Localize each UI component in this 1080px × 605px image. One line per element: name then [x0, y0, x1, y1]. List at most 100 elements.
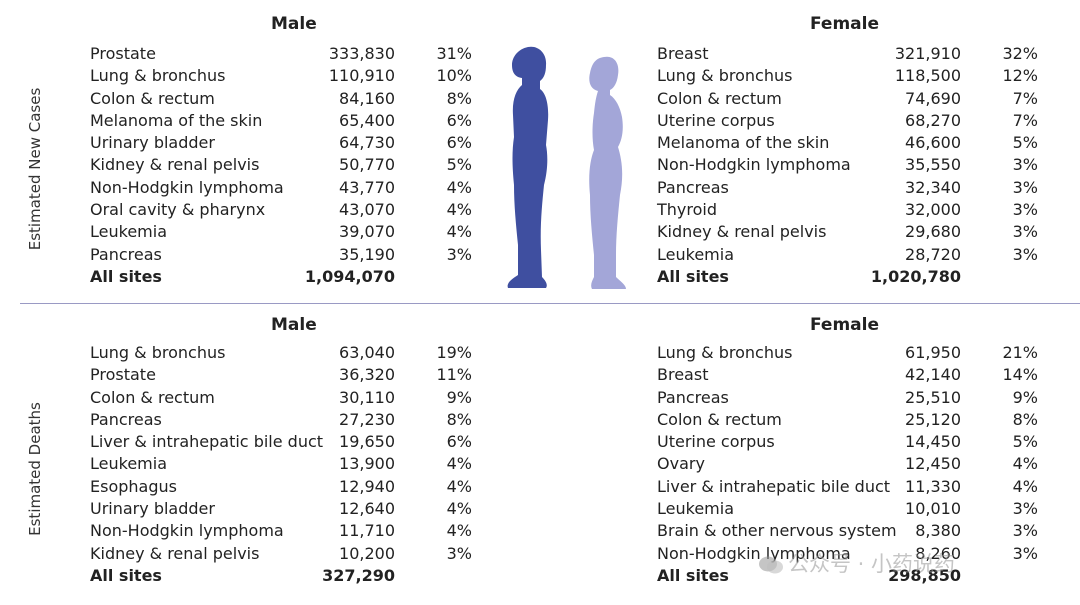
percentage: 4% — [1012, 476, 1038, 496]
percentage: 4% — [446, 222, 472, 242]
case-count: 65,400 — [339, 110, 395, 130]
cancer-site: Prostate — [90, 44, 156, 63]
male-new-cases-table: Prostate 333,830 31% Lung & bronchus 110,910… — [90, 43, 472, 288]
table-row: Lung & bronchus 118,500 12% — [657, 65, 1038, 87]
total-row: All sites 1,020,780 — [657, 266, 1038, 288]
percentage: 7% — [1012, 110, 1038, 130]
case-count: 110,910 — [328, 66, 395, 86]
percentage: 3% — [446, 244, 472, 264]
table-row: Pancreas 32,340 3% — [657, 177, 1038, 199]
case-count: 25,510 — [905, 387, 961, 407]
cancer-site: Colon & rectum — [657, 88, 782, 108]
percentage: 3% — [1012, 499, 1038, 519]
total-label: All sites — [657, 565, 729, 585]
cancer-site: Kidney & renal pelvis — [657, 222, 827, 242]
table-row: Leukemia 39,070 4% — [90, 221, 472, 243]
table-row: Prostate 333,830 31% — [90, 43, 472, 65]
percentage: 4% — [446, 476, 472, 496]
case-count: 11,710 — [339, 521, 395, 541]
case-count: 42,140 — [905, 365, 961, 385]
percentage: 9% — [1012, 387, 1038, 407]
cancer-site: Uterine corpus — [657, 432, 775, 452]
percentage: 3% — [446, 543, 472, 563]
case-count: 68,270 — [905, 110, 961, 130]
case-count: 8,260 — [915, 543, 961, 563]
percentage: 6% — [446, 432, 472, 452]
section-divider — [20, 303, 1080, 304]
case-count: 10,010 — [905, 499, 961, 519]
cancer-site: Ovary — [657, 454, 705, 474]
table-row: Leukemia 28,720 3% — [657, 244, 1038, 266]
table-row: Ovary 12,450 4% — [657, 453, 1038, 475]
percentage: 31% — [436, 44, 472, 63]
case-count: 43,070 — [339, 200, 395, 220]
cancer-site: Pancreas — [90, 244, 162, 264]
case-count: 321,910 — [894, 44, 961, 63]
percentage: 3% — [1012, 521, 1038, 541]
percentage: 3% — [1012, 155, 1038, 175]
percentage: 4% — [446, 200, 472, 220]
table-row: Lung & bronchus 63,040 19% — [90, 342, 472, 364]
section-label-new-cases: Estimated New Cases — [26, 87, 44, 251]
cancer-site: Pancreas — [90, 409, 162, 429]
section-label-deaths: Estimated Deaths — [26, 402, 44, 536]
table-row: Oral cavity & pharynx 43,070 4% — [90, 199, 472, 221]
table-row: Kidney & renal pelvis 10,200 3% — [90, 543, 472, 565]
percentage: 5% — [1012, 133, 1038, 153]
percentage: 7% — [1012, 88, 1038, 108]
percentage: 6% — [446, 110, 472, 130]
table-row: Uterine corpus 14,450 5% — [657, 431, 1038, 453]
table-row: Kidney & renal pelvis 50,770 5% — [90, 154, 472, 176]
cancer-site: Lung & bronchus — [657, 343, 793, 362]
cancer-site: Colon & rectum — [90, 387, 215, 407]
cancer-site: Urinary bladder — [90, 499, 215, 519]
table-row: Prostate 36,320 11% — [90, 364, 472, 386]
table-row: Breast 42,140 14% — [657, 364, 1038, 386]
percentage: 8% — [446, 88, 472, 108]
case-count: 25,120 — [905, 409, 961, 429]
cancer-site: Colon & rectum — [657, 409, 782, 429]
cancer-site: Lung & bronchus — [90, 66, 226, 86]
cancer-site: Melanoma of the skin — [657, 133, 830, 153]
percentage: 4% — [446, 521, 472, 541]
cancer-site: Kidney & renal pelvis — [90, 543, 260, 563]
case-count: 84,160 — [339, 88, 395, 108]
percentage: 3% — [1012, 244, 1038, 264]
percentage: 8% — [1012, 409, 1038, 429]
case-count: 13,900 — [339, 454, 395, 474]
table-row: Colon & rectum 25,120 8% — [657, 409, 1038, 431]
case-count: 35,550 — [905, 155, 961, 175]
cancer-site: Leukemia — [90, 454, 167, 474]
percentage: 21% — [1002, 343, 1038, 362]
percentage: 12% — [1002, 66, 1038, 86]
table-row: Pancreas 35,190 3% — [90, 244, 472, 266]
percentage: 6% — [446, 133, 472, 153]
case-count: 63,040 — [339, 343, 395, 362]
case-count: 50,770 — [339, 155, 395, 175]
cancer-site: Leukemia — [90, 222, 167, 242]
table-row: Brain & other nervous system 8,380 3% — [657, 520, 1038, 542]
table-row: Melanoma of the skin 46,600 5% — [657, 132, 1038, 154]
case-count: 74,690 — [905, 88, 961, 108]
female-heading: Female — [810, 315, 879, 335]
case-count: 19,650 — [339, 432, 395, 452]
cancer-site: Esophagus — [90, 476, 177, 496]
male-silhouette-icon — [507, 46, 549, 289]
percentage: 14% — [1002, 365, 1038, 385]
case-count: 43,770 — [339, 177, 395, 197]
table-row: Melanoma of the skin 65,400 6% — [90, 110, 472, 132]
wechat-logo-icon — [759, 556, 783, 574]
female-heading: Female — [810, 14, 879, 34]
case-count: 61,950 — [905, 343, 961, 362]
table-row: Colon & rectum 30,110 9% — [90, 387, 472, 409]
percentage: 3% — [1012, 177, 1038, 197]
cancer-site: Pancreas — [657, 177, 729, 197]
cancer-site: Lung & bronchus — [657, 66, 793, 86]
table-row: Esophagus 12,940 4% — [90, 476, 472, 498]
case-count: 10,200 — [339, 543, 395, 563]
total-label: All sites — [657, 266, 729, 286]
cancer-site: Breast — [657, 365, 709, 385]
watermark: 公众号 · 小药说药 — [758, 548, 955, 578]
case-count: 27,230 — [339, 409, 395, 429]
percentage: 19% — [436, 343, 472, 362]
